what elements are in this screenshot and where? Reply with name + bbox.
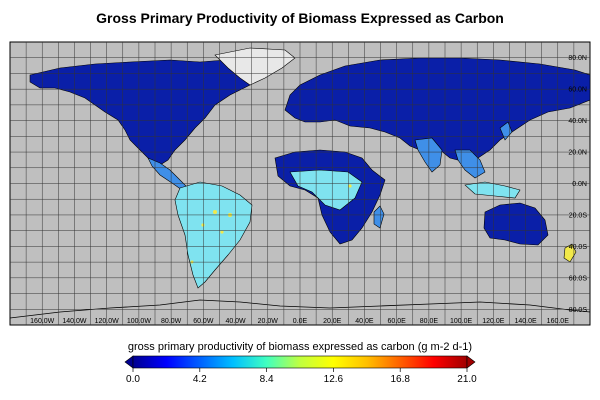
colorbar-title: gross primary productivity of biomass ex… — [128, 341, 472, 353]
longitude-label: 160.0E — [547, 318, 570, 325]
map-title: Gross Primary Productivity of Biomass Ex… — [96, 10, 504, 26]
madagascar-landmass — [373, 205, 385, 229]
amazon-hotspot-4 — [220, 230, 224, 234]
longitude-label: 60.0E — [388, 318, 407, 325]
latitude-label: 0.0N — [572, 181, 587, 188]
longitude-label: 160.0W — [30, 318, 55, 325]
longitude-label: 80.0W — [161, 318, 182, 325]
latitude-label: 20.0N — [568, 150, 587, 157]
latitude-label: 40.0N — [568, 118, 587, 125]
antarctica-outline — [10, 299, 590, 319]
colorbar-max-arrow — [466, 355, 476, 369]
longitude-label: 80.0E — [420, 318, 439, 325]
australia-landmass — [483, 202, 549, 246]
japan-landmass — [499, 121, 513, 141]
colorbar — [124, 355, 476, 369]
longitude-label: 40.0W — [225, 318, 246, 325]
colorbar-gradient — [132, 355, 468, 369]
colorbar-tick-label: 12.6 — [324, 374, 344, 385]
longitude-label: 120.0E — [482, 318, 505, 325]
colorbar-tick-label: 0.0 — [126, 374, 140, 385]
longitude-label: 20.0E — [323, 318, 342, 325]
latitude-label: 80.0N — [568, 55, 587, 62]
latitude-label: 60.0S — [569, 275, 588, 282]
lat-lon-grid — [10, 42, 590, 325]
south-america-landmass — [174, 181, 253, 289]
colorbar-min-arrow — [124, 355, 134, 369]
latitude-label: 60.0N — [568, 87, 587, 94]
latitude-label: 20.0S — [569, 212, 588, 219]
longitude-label: 100.0W — [127, 318, 152, 325]
longitude-label: 20.0W — [258, 318, 279, 325]
latitude-label: 40.0S — [569, 244, 588, 251]
greenland-landmass — [214, 47, 296, 86]
new-zealand-landmass — [563, 243, 577, 263]
longitude-labels: 160.0W 140.0W 120.0W 100.0W 80.0W 60.0W 40.0W 2… — [30, 318, 569, 325]
north-america-landmass — [29, 59, 263, 166]
colorbar-tick-label: 16.8 — [390, 374, 410, 385]
longitude-label: 40.0E — [355, 318, 374, 325]
longitude-label: 120.0W — [95, 318, 120, 325]
longitude-label: 100.0E — [450, 318, 473, 325]
latitude-labels: 80.0N 60.0N 40.0N 20.0N 0.0N 20.0S 40.0S 60.0S 8… — [568, 55, 587, 314]
longitude-label: 60.0W — [193, 318, 214, 325]
longitude-label: 0.0E — [293, 318, 308, 325]
africa-hotspot — [348, 184, 352, 188]
land-layer — [10, 47, 590, 319]
southeast-asia-landmass — [454, 149, 486, 179]
amazon-hotspot-1 — [213, 210, 217, 214]
colorbar-tick-label: 8.4 — [260, 374, 274, 385]
indonesia-landmass — [464, 181, 521, 199]
eurasia-landmass — [284, 57, 590, 163]
latitude-label: 80.0S — [569, 307, 588, 314]
longitude-label: 140.0W — [62, 318, 87, 325]
longitude-label: 140.0E — [514, 318, 537, 325]
colorbar-ticks: 0.0 4.2 8.4 12.6 16.8 21.0 — [126, 368, 477, 385]
colorbar-tick-label: 4.2 — [193, 374, 207, 385]
central-africa-vegetation — [289, 169, 363, 211]
amazon-hotspot-3 — [201, 223, 205, 227]
colorbar-tick-label: 21.0 — [457, 374, 477, 385]
